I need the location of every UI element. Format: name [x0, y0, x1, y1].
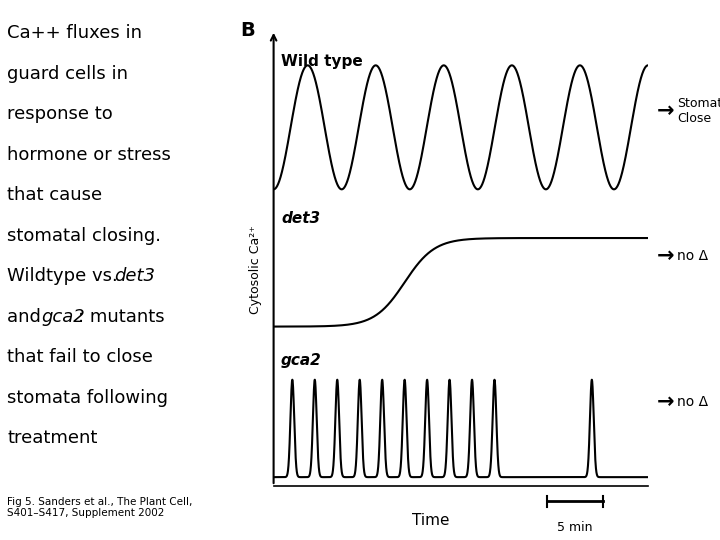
- Text: no Δ: no Δ: [677, 395, 708, 409]
- Text: stomata following: stomata following: [7, 389, 168, 407]
- Text: Cytosolic Ca²⁺: Cytosolic Ca²⁺: [249, 226, 262, 314]
- Text: guard cells in: guard cells in: [7, 65, 128, 83]
- Text: gca2: gca2: [41, 308, 85, 326]
- Text: B: B: [240, 21, 255, 40]
- Text: Time: Time: [412, 512, 449, 528]
- Text: Stomata
Close: Stomata Close: [677, 97, 720, 125]
- Text: treatment: treatment: [7, 429, 98, 447]
- Text: Fig 5. Sanders et al., The Plant Cell,
S401–S417, Supplement 2002: Fig 5. Sanders et al., The Plant Cell, S…: [7, 497, 192, 518]
- Text: response to: response to: [7, 105, 113, 123]
- Text: det3: det3: [281, 212, 320, 226]
- Text: Wild type: Wild type: [281, 55, 363, 69]
- Text: : mutants: : mutants: [78, 308, 164, 326]
- Text: gca2: gca2: [281, 353, 322, 368]
- Text: det3: det3: [114, 267, 155, 285]
- Text: and: and: [7, 308, 47, 326]
- Text: that fail to close: that fail to close: [7, 348, 153, 366]
- Text: Ca++ fluxes in: Ca++ fluxes in: [7, 24, 142, 42]
- Text: →: →: [657, 100, 674, 121]
- Text: Wildtype vs.: Wildtype vs.: [7, 267, 124, 285]
- Text: no Δ: no Δ: [677, 249, 708, 264]
- Text: that cause: that cause: [7, 186, 102, 204]
- Text: →: →: [657, 246, 674, 267]
- Text: →: →: [657, 392, 674, 413]
- Text: hormone or stress: hormone or stress: [7, 146, 171, 164]
- Text: stomatal closing.: stomatal closing.: [7, 227, 161, 245]
- Text: 5 min: 5 min: [557, 522, 593, 535]
